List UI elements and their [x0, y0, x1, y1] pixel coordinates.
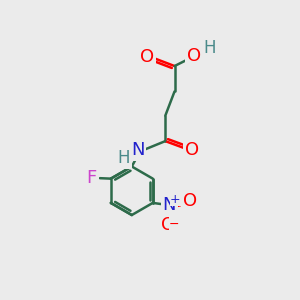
Text: O: O [187, 47, 201, 65]
Text: N: N [163, 196, 176, 214]
Text: −: − [169, 218, 179, 231]
Text: H: H [118, 149, 130, 167]
Text: F: F [86, 169, 97, 187]
Text: +: + [170, 193, 181, 206]
Text: O: O [183, 192, 197, 210]
Text: O: O [185, 141, 200, 159]
Text: N: N [131, 141, 144, 159]
Text: H: H [203, 38, 215, 56]
Text: O: O [140, 48, 154, 66]
Text: O: O [161, 216, 175, 234]
